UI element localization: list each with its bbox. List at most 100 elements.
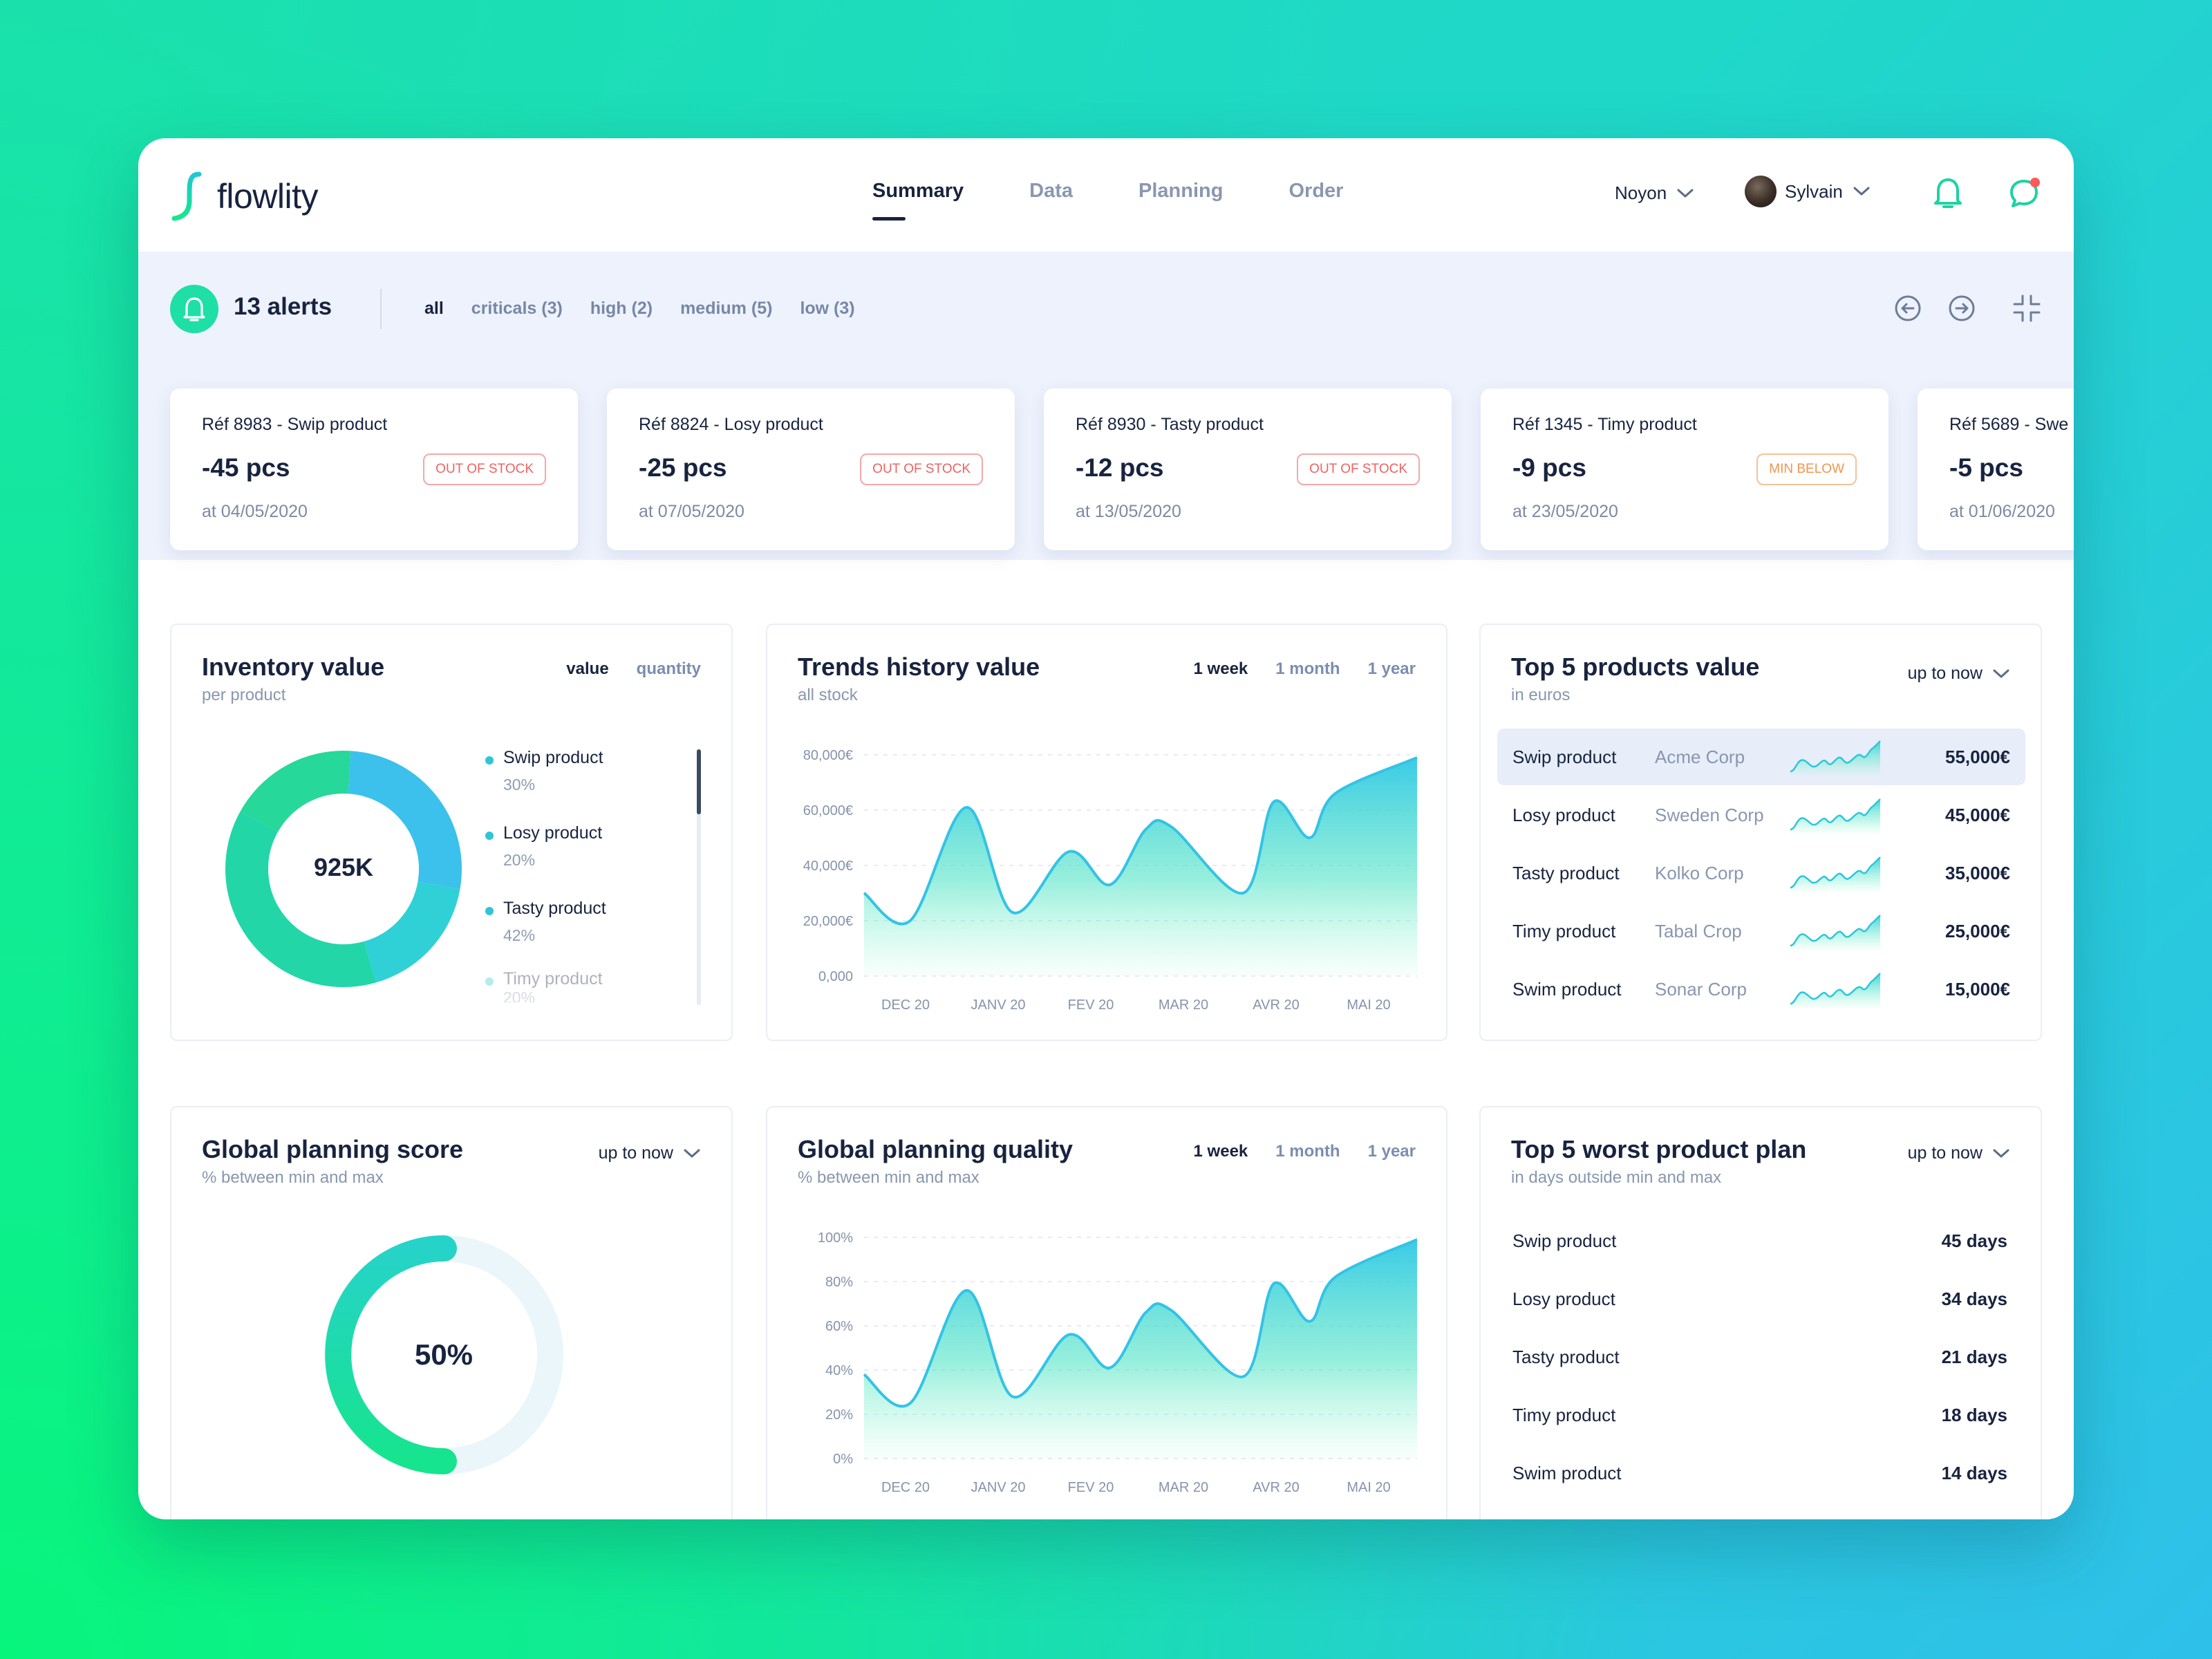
legend-item[interactable]: Timy product 20% <box>485 969 603 1002</box>
status-badge: MIN BELOW <box>1756 453 1857 485</box>
period-dropdown[interactable]: up to now <box>599 1143 701 1163</box>
chat-icon[interactable] <box>2007 177 2041 210</box>
donut-slice <box>240 751 351 833</box>
y-tick-label: 60,000€ <box>803 803 853 818</box>
filter-low[interactable]: low (3) <box>800 299 855 318</box>
list-item[interactable]: Swim product 14 days <box>1512 1463 2007 1484</box>
tab-1-month[interactable]: 1 month <box>1275 659 1340 678</box>
list-item[interactable]: Timy product 18 days <box>1512 1405 2007 1426</box>
alert-card[interactable]: Réf 8824 - Losy product -25 pcs OUT OF S… <box>607 388 1015 550</box>
alert-card[interactable]: Réf 8983 - Swip product -45 pcs OUT OF S… <box>170 388 578 550</box>
tab-1-year[interactable]: 1 year <box>1367 1142 1416 1161</box>
table-row[interactable]: Timy product Tabal Crop 25,000€ <box>1497 903 2025 959</box>
series-line <box>863 756 1418 926</box>
notifications-bell-icon[interactable] <box>1933 176 1963 210</box>
legend-dot <box>485 832 494 840</box>
list-item[interactable]: Losy product 34 days <box>1512 1288 2007 1310</box>
arrow-right-circle-icon[interactable] <box>1947 293 1977 324</box>
tab-1-year[interactable]: 1 year <box>1367 659 1416 678</box>
x-tick-label: MAI 20 <box>1347 1480 1390 1495</box>
tab-value[interactable]: value <box>566 659 609 678</box>
y-tick-label: 100% <box>818 1230 853 1246</box>
table-row[interactable]: Tasty product Kolko Corp 35,000€ <box>1497 845 2025 901</box>
legend-item[interactable]: Tasty product 42% <box>485 899 606 944</box>
legend-scrollbar[interactable] <box>697 749 701 1005</box>
inventory-value-card: Inventory value per product value quanti… <box>170 624 733 1041</box>
product-name: Losy product <box>1512 1288 1615 1309</box>
nav-planning[interactable]: Planning <box>1138 180 1224 202</box>
period-dropdown[interactable]: up to now <box>1908 664 2010 684</box>
alert-ref: Réf 8983 - Swip product <box>202 415 388 434</box>
product-name: Timy product <box>1512 921 1616 941</box>
brand-logo[interactable]: flowlity <box>169 170 319 223</box>
list-item[interactable]: Swip product 45 days <box>1512 1230 2007 1252</box>
company-name: Acme Corp <box>1655 747 1745 767</box>
scrollbar-thumb[interactable] <box>697 749 701 814</box>
trends-tabs: 1 week 1 month 1 year <box>1166 659 1416 679</box>
tab-1-month[interactable]: 1 month <box>1275 1142 1340 1161</box>
filter-all[interactable]: all <box>424 299 444 318</box>
product-value: 35,000€ <box>1945 863 2010 883</box>
tab-1-week[interactable]: 1 week <box>1193 659 1248 678</box>
alert-card[interactable]: Réf 1345 - Timy product -9 pcs MIN BELOW… <box>1481 388 1888 550</box>
user-menu[interactable]: Sylvain <box>1745 176 1871 207</box>
divider <box>380 289 382 329</box>
chevron-down-icon <box>1993 669 2009 677</box>
card-title: Trends history value <box>798 653 1040 681</box>
x-tick-label: JANV 20 <box>971 997 1026 1013</box>
alert-card[interactable]: Réf 5689 - Swe -5 pcs at 01/06/2020 <box>1918 388 2074 550</box>
alert-qty: -25 pcs <box>639 453 727 482</box>
alert-card[interactable]: Réf 8930 - Tasty product -12 pcs OUT OF … <box>1044 388 1452 550</box>
card-title: Top 5 worst product plan <box>1511 1135 1807 1163</box>
y-tick-label: 20% <box>825 1407 853 1423</box>
alert-filters: all criticals (3) high (2) medium (5) lo… <box>424 299 883 319</box>
days-value: 34 days <box>1941 1288 2007 1309</box>
table-row[interactable]: Swim product Sonar Corp 15,000€ <box>1497 961 2025 1018</box>
sparkline <box>1790 798 1881 834</box>
y-tick-label: 80,000€ <box>803 748 853 763</box>
table-row[interactable]: Losy product Sweden Corp 45,000€ <box>1497 787 2025 843</box>
filter-criticals[interactable]: criticals (3) <box>471 299 563 318</box>
product-name: Tasty product <box>1512 1347 1620 1367</box>
flowlity-logo-icon <box>171 171 202 221</box>
product-value: 55,000€ <box>1945 747 2010 767</box>
filter-medium[interactable]: medium (5) <box>680 299 773 318</box>
x-tick-label: JANV 20 <box>971 1480 1026 1495</box>
arrow-left-circle-icon[interactable] <box>1893 293 1923 324</box>
alert-ref: Réf 8930 - Tasty product <box>1076 415 1264 434</box>
product-name: Tasty product <box>1512 863 1620 883</box>
card-title: Global planning quality <box>798 1135 1074 1163</box>
collapse-icon[interactable] <box>2012 293 2042 324</box>
nav-data[interactable]: Data <box>1029 180 1074 202</box>
filter-high[interactable]: high (2) <box>590 299 653 318</box>
table-row[interactable]: Swip product Acme Corp 55,000€ <box>1497 729 2025 785</box>
y-tick-label: 0% <box>833 1452 853 1467</box>
nav-order[interactable]: Order <box>1288 180 1344 202</box>
trends-area-chart: 80,000€ 60,000€ 40,000€ 20,000€ 0,000 DEC 20 J… <box>803 748 1418 1013</box>
sparkline <box>1790 856 1881 892</box>
days-value: 45 days <box>1941 1230 2007 1251</box>
legend-item[interactable]: Swip product 30% <box>485 748 603 794</box>
y-tick-label: 20,000€ <box>803 914 853 929</box>
legend-label: Tasty product <box>503 899 606 918</box>
chevron-down-icon <box>1993 1149 2009 1157</box>
y-tick-label: 60% <box>825 1319 853 1334</box>
nav-summary[interactable]: Summary <box>872 180 964 221</box>
product-name: Timy product <box>1512 1405 1616 1425</box>
period-dropdown[interactable]: up to now <box>1908 1143 2010 1163</box>
legend-dot <box>485 977 494 986</box>
tab-1-week[interactable]: 1 week <box>1193 1142 1248 1161</box>
inventory-donut-chart <box>225 751 462 987</box>
alert-date: at 13/05/2020 <box>1076 502 1181 521</box>
quality-tabs: 1 week 1 month 1 year <box>1166 1142 1416 1161</box>
list-item[interactable]: Tasty product 21 days <box>1512 1347 2007 1368</box>
location-selector[interactable]: Noyon <box>1615 182 1694 204</box>
y-tick-label: 40% <box>825 1363 853 1378</box>
legend-item[interactable]: Losy product 20% <box>485 823 602 869</box>
status-badge: OUT OF STOCK <box>423 453 546 485</box>
card-subtitle: % between min and max <box>798 1168 980 1187</box>
tab-quantity[interactable]: quantity <box>636 659 701 678</box>
area-fill <box>864 1239 1417 1459</box>
card-subtitle: % between min and max <box>202 1168 384 1187</box>
bell-icon <box>183 297 205 321</box>
